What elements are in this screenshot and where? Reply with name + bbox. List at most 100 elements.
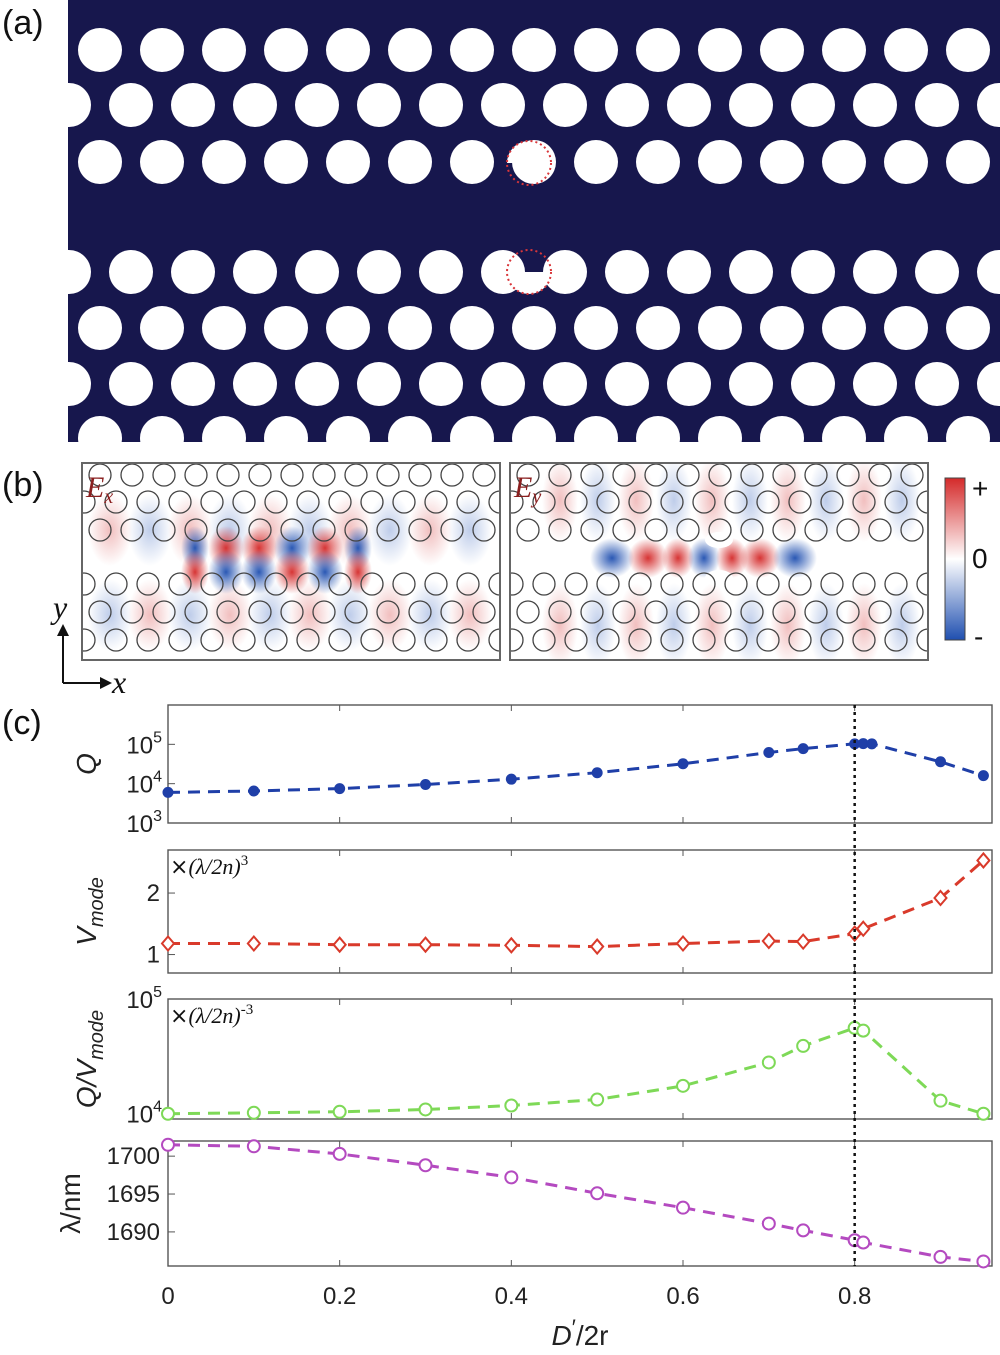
data-point xyxy=(161,1106,175,1121)
field-hole xyxy=(884,572,908,596)
air-hole xyxy=(419,83,463,127)
field-hole xyxy=(660,490,684,514)
field-ey-holes xyxy=(510,463,928,652)
field-hole xyxy=(312,600,336,624)
field-hole xyxy=(424,572,448,596)
data-point xyxy=(676,1200,690,1215)
field-hole xyxy=(724,490,748,514)
field-hole xyxy=(456,572,480,596)
field-lobe xyxy=(590,538,634,578)
field-hole xyxy=(788,572,812,596)
field-hole xyxy=(200,490,224,514)
air-hole xyxy=(295,83,339,127)
air-hole xyxy=(791,250,835,294)
field-hole xyxy=(564,572,588,596)
air-hole xyxy=(140,306,184,350)
field-lobe-soft xyxy=(368,579,412,651)
air-hole xyxy=(884,306,928,350)
field-hole xyxy=(868,518,892,542)
field-lobe xyxy=(716,538,748,578)
air-hole xyxy=(667,362,711,406)
y-tick-label: 1690 xyxy=(107,1219,160,1246)
field-hole xyxy=(184,600,208,624)
field-center-hole-bottom xyxy=(705,570,733,586)
field-hole xyxy=(852,490,876,514)
data-point xyxy=(797,743,809,755)
field-hole xyxy=(216,518,240,542)
air-hole xyxy=(68,362,91,406)
field-hole xyxy=(548,600,572,624)
y-tick-label: 1700 xyxy=(107,1143,160,1170)
field-hole xyxy=(676,600,700,624)
field-hole xyxy=(836,600,860,624)
x-tick-label: 0.6 xyxy=(666,1283,699,1310)
field-hole xyxy=(488,490,500,514)
air-hole xyxy=(946,416,990,442)
field-hole xyxy=(82,490,96,514)
air-hole xyxy=(667,250,711,294)
field-hole xyxy=(788,628,812,652)
data-point xyxy=(857,738,869,750)
data-point xyxy=(246,1139,261,1154)
field-hole xyxy=(120,518,144,542)
field-hole xyxy=(328,628,352,652)
air-hole xyxy=(729,362,773,406)
data-point xyxy=(504,936,519,954)
air-hole xyxy=(543,362,587,406)
data-point xyxy=(420,779,431,791)
field-hole xyxy=(510,628,524,652)
air-hole xyxy=(574,416,618,442)
field-map-ex: Ex xyxy=(81,462,501,661)
air-hole xyxy=(357,83,401,127)
air-hole-lattice xyxy=(68,28,1000,442)
air-hole xyxy=(388,306,432,350)
field-hole xyxy=(200,572,224,596)
field-hole xyxy=(564,628,588,652)
field-hole xyxy=(88,518,112,542)
field-lobe-soft xyxy=(168,579,212,651)
field-hole xyxy=(408,518,432,542)
air-hole xyxy=(233,250,277,294)
data-point xyxy=(933,889,948,907)
air-hole xyxy=(202,28,246,72)
y-tick-label: 104 xyxy=(126,1099,162,1129)
field-lobe-soft xyxy=(448,579,492,651)
field-hole xyxy=(692,628,716,652)
air-hole xyxy=(667,83,711,127)
air-hole xyxy=(636,140,680,184)
y-tick-label: 1695 xyxy=(107,1181,160,1208)
field-map-ey: Ey xyxy=(509,462,929,661)
air-hole xyxy=(233,83,277,127)
colorbar-plus-label: + xyxy=(972,473,988,504)
field-hole xyxy=(532,628,556,652)
data-point xyxy=(676,1078,690,1093)
air-hole xyxy=(78,140,122,184)
air-hole xyxy=(481,362,525,406)
field-hole xyxy=(548,518,572,542)
field-lobe xyxy=(274,550,310,594)
air-hole xyxy=(202,140,246,184)
slab-background xyxy=(68,0,1000,442)
modified-hole-bottom xyxy=(507,272,551,294)
air-hole xyxy=(574,306,618,350)
y-tick-label: 103 xyxy=(126,808,162,838)
air-hole xyxy=(729,250,773,294)
field-hole xyxy=(456,490,480,514)
data-point xyxy=(418,1158,433,1173)
air-hole xyxy=(512,28,556,72)
field-lobe-soft xyxy=(694,583,730,660)
data-point xyxy=(246,1105,261,1120)
field-lobe-soft xyxy=(368,494,412,566)
field-hole xyxy=(756,572,780,596)
field-hole xyxy=(804,600,828,624)
air-hole xyxy=(78,416,122,442)
field-lobe xyxy=(740,538,780,578)
field-hole xyxy=(232,572,256,596)
panel-label-a: (a) xyxy=(2,4,44,42)
field-lobe xyxy=(241,550,277,594)
air-hole xyxy=(605,83,649,127)
field-lobe-soft xyxy=(884,583,920,660)
air-hole xyxy=(78,28,122,72)
air-hole xyxy=(357,250,401,294)
